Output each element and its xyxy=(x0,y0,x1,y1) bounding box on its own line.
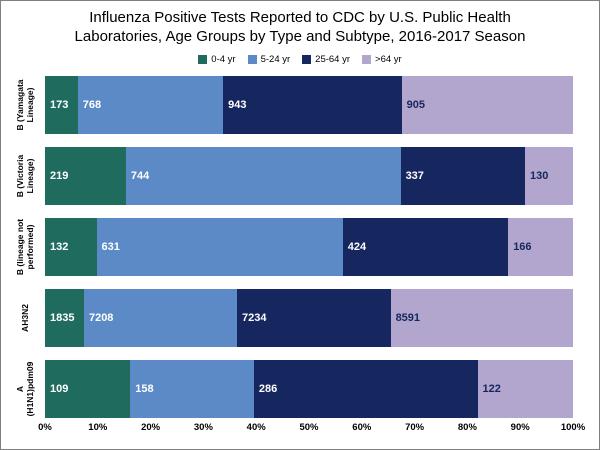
segment-value-label: 122 xyxy=(482,382,501,395)
y-axis-label-cell: B (Victoria Lineage) xyxy=(7,147,45,205)
legend-swatch xyxy=(198,55,208,64)
y-axis-label-cell: B (lineage not performed) xyxy=(7,218,45,276)
segment-value-label: 132 xyxy=(50,240,69,253)
x-tick-label: 10% xyxy=(88,421,108,433)
bar-segment: 424 xyxy=(342,217,509,276)
y-axis-label: B (Yamagata Lineage) xyxy=(15,78,35,131)
bar-row: B (Yamagata Lineage) 173 768 943 905 xyxy=(7,75,573,134)
bar-segment: 130 xyxy=(524,146,573,205)
x-tick-label: 30% xyxy=(193,421,213,433)
segment-value-label: 1835 xyxy=(50,311,75,324)
y-axis-label: B (lineage not performed) xyxy=(15,218,35,275)
bar-segment: 1835 xyxy=(45,288,84,347)
segment-value-label: 286 xyxy=(258,382,278,395)
segment-value-label: 744 xyxy=(130,169,150,182)
segment-value-label: 166 xyxy=(513,240,532,253)
legend-label: >64 yr xyxy=(375,54,402,65)
x-tick-label: 50% xyxy=(299,421,319,433)
segment-value-label: 8591 xyxy=(395,311,421,324)
legend-item: 25-64 yr xyxy=(302,54,350,65)
bar-segment: 768 xyxy=(77,75,224,134)
chart-title: Influenza Positive Tests Reported to CDC… xyxy=(74,9,526,45)
y-axis-label: A (H1N1)pdm09 xyxy=(15,361,35,416)
bar-row: B (lineage not performed) 132 631 424 166 xyxy=(7,217,573,276)
bar-row: B (Victoria Lineage) 219 744 337 130 xyxy=(7,146,573,205)
legend-label: 25-64 yr xyxy=(315,54,351,65)
bar-segment: 158 xyxy=(130,359,254,418)
x-axis: 0% 10% 20% 30% 40% 50% 60% 70% 80% 90% 100% xyxy=(38,421,585,436)
segment-value-label: 219 xyxy=(50,169,69,182)
y-axis-label: B (Victoria Lineage) xyxy=(15,154,35,197)
y-axis-label-cell: AH3N2 xyxy=(7,289,45,347)
bar-track: 219 744 337 130 xyxy=(45,146,573,205)
bar-segment: 7234 xyxy=(236,288,391,347)
legend-item: 5-24 yr xyxy=(247,54,291,65)
bar-segment: 7208 xyxy=(83,288,237,347)
y-axis-label: AH3N2 xyxy=(20,303,31,332)
bar-segment: 109 xyxy=(45,359,131,418)
y-axis-label-cell: A (H1N1)pdm09 xyxy=(7,360,45,418)
bar-segment: 943 xyxy=(223,75,402,134)
bar-segment: 122 xyxy=(477,359,573,418)
x-tick-label: 70% xyxy=(405,421,425,433)
segment-value-label: 109 xyxy=(50,382,69,395)
bar-segment: 166 xyxy=(508,217,573,276)
x-tick-label: 90% xyxy=(510,421,530,433)
legend: 0-4 yr 5-24 yr 25-64 yr >64 yr xyxy=(1,52,599,68)
bar-segment: 173 xyxy=(45,75,78,134)
bar-track: 1835 7208 7234 8591 xyxy=(45,288,573,347)
segment-value-label: 905 xyxy=(406,98,426,111)
legend-label: 5-24 yr xyxy=(260,54,291,65)
bar-segment: 337 xyxy=(400,146,525,205)
legend-swatch xyxy=(302,55,312,64)
x-tick-label: 60% xyxy=(352,421,372,433)
x-tick-label: 40% xyxy=(246,421,266,433)
segment-value-label: 173 xyxy=(50,98,69,111)
bar-track: 173 768 943 905 xyxy=(45,75,573,134)
x-tick-label: 80% xyxy=(457,421,477,433)
segment-value-label: 7234 xyxy=(241,311,267,324)
bar-track: 109 158 286 122 xyxy=(45,359,573,418)
segment-value-label: 943 xyxy=(228,98,247,111)
bar-row: AH3N2 1835 7208 7234 8591 xyxy=(7,288,573,347)
bar-segment: 631 xyxy=(96,217,343,276)
bar-segment: 286 xyxy=(253,359,478,418)
segment-value-label: 7208 xyxy=(88,311,114,324)
segment-value-label: 130 xyxy=(529,169,549,182)
legend-swatch xyxy=(247,55,257,64)
legend-item: >64 yr xyxy=(362,54,402,65)
bar-segment: 219 xyxy=(45,146,126,205)
legend-swatch xyxy=(362,55,372,64)
segment-value-label: 631 xyxy=(101,240,120,253)
bar-track: 132 631 424 166 xyxy=(45,217,573,276)
segment-value-label: 158 xyxy=(135,382,154,395)
bar-segment: 8591 xyxy=(390,288,573,347)
segment-value-label: 768 xyxy=(82,98,102,111)
x-tick-label: 100% xyxy=(560,421,586,433)
segment-value-label: 337 xyxy=(405,169,424,182)
x-tick-label: 0% xyxy=(38,421,52,433)
bar-segment: 905 xyxy=(401,75,573,134)
chart-rows: B (Yamagata Lineage) 173 768 943 905 B (Victo… xyxy=(7,75,573,418)
bar-segment: 744 xyxy=(125,146,401,205)
bar-segment: 132 xyxy=(45,217,97,276)
legend-item: 0-4 yr xyxy=(198,54,236,65)
bar-row: A (H1N1)pdm09 109 158 286 122 xyxy=(7,359,573,418)
segment-value-label: 424 xyxy=(347,240,367,253)
legend-label: 0-4 yr xyxy=(211,54,236,65)
x-tick-label: 20% xyxy=(141,421,161,433)
y-axis-label-cell: B (Yamagata Lineage) xyxy=(7,76,45,134)
